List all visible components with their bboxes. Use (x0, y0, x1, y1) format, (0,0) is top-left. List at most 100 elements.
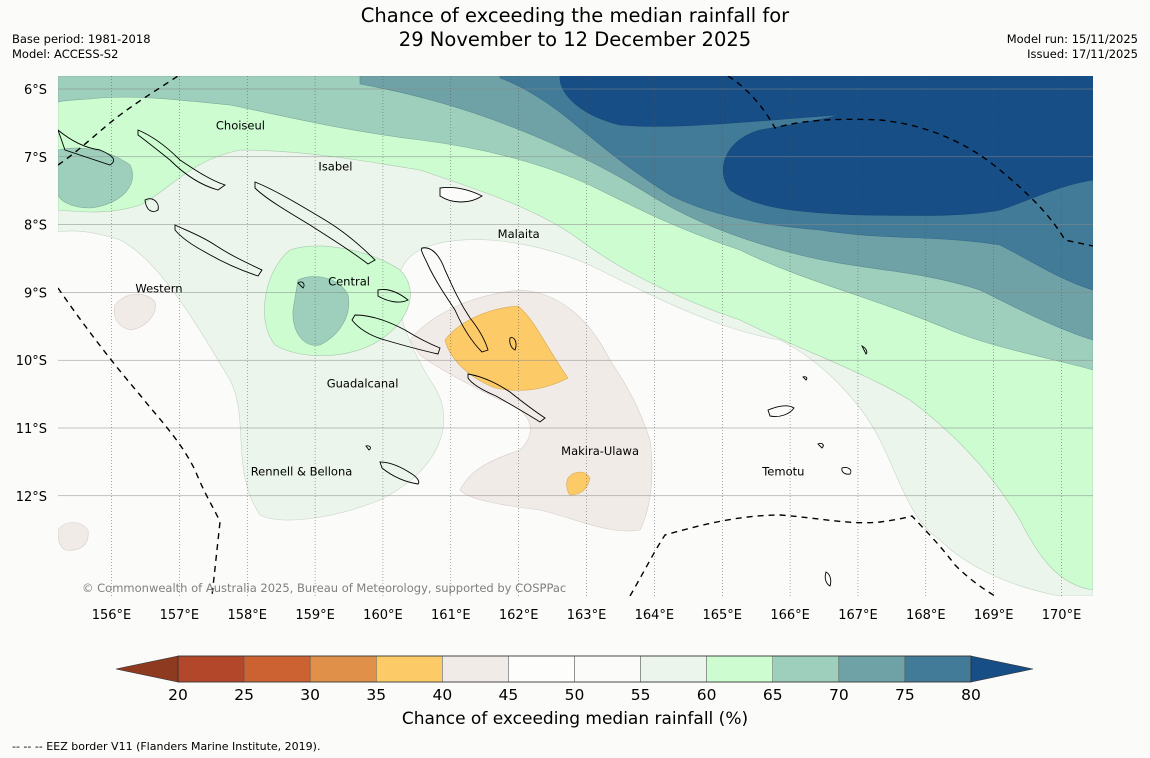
base-period: Base period: 1981-2018 (12, 32, 151, 46)
island-utupua (817, 442, 824, 449)
lon-label: 170°E (1042, 608, 1082, 623)
lon-label: 169°E (974, 608, 1014, 623)
contour-45-50-south (58, 522, 89, 551)
island-small-1 (860, 344, 868, 355)
meta-right: Model run: 15/11/2025 Issued: 17/11/2025 (1007, 32, 1138, 62)
colorbar-segment (706, 655, 774, 683)
contour-40-45-small (566, 471, 591, 496)
lon-label: 158°E (227, 608, 267, 623)
lon-label: 157°E (160, 608, 200, 623)
lon-label: 162°E (499, 608, 539, 623)
colorbar-segment (376, 655, 443, 683)
island-vella-lavella (144, 198, 159, 212)
lat-label: 8°S (24, 219, 47, 234)
eez-west (58, 287, 221, 596)
colorbar-over-arrow (970, 655, 1034, 683)
colorbar-frame (177, 655, 972, 683)
colorbar-tick-label: 40 (432, 686, 452, 704)
island-florida (377, 289, 409, 303)
colorbar-tick-label: 60 (697, 686, 717, 704)
copyright-notice: © Commonwealth of Australia 2025, Bureau… (82, 581, 566, 595)
eez-border (58, 76, 1093, 596)
map-plot-area: Choiseul Isabel Malaita Central Western Guada… (58, 76, 1093, 596)
colorbar-tick-label: 45 (499, 686, 519, 704)
eez-legend-footer: -- -- -- EEZ border V11 (Flanders Marine… (12, 740, 321, 753)
lat-label: 10°S (16, 354, 47, 369)
eez-south (629, 514, 996, 596)
model-name: Model: ACCESS-S2 (12, 47, 119, 61)
colorbar-segment (904, 655, 972, 683)
province-label: Temotu (761, 464, 804, 478)
lon-label: 163°E (567, 608, 607, 623)
meta-left: Base period: 1981-2018 Model: ACCESS-S2 (12, 32, 151, 62)
province-label: Rennell & Bellona (251, 464, 353, 478)
contour-65-70-west (58, 147, 133, 209)
colorbar-segment (177, 655, 245, 683)
contour-40-45 (444, 305, 569, 391)
province-label: Isabel (318, 159, 352, 173)
grid-lines (58, 76, 1093, 596)
colorbar-tick-label: 80 (961, 686, 981, 704)
colorbar-segment (838, 655, 906, 683)
colorbar-segment (243, 655, 311, 683)
island-isabel (254, 181, 376, 265)
colorbar-segment (309, 655, 377, 683)
island-vanikoro (841, 467, 852, 475)
island-duff (802, 376, 808, 381)
province-label: Western (135, 281, 182, 295)
colorbar-tick-label: 55 (631, 686, 651, 704)
lat-label: 7°S (24, 151, 47, 166)
title-line-2: 29 November to 12 December 2025 (398, 28, 752, 51)
province-label: Guadalcanal (327, 376, 399, 390)
island-new-georgia (174, 224, 263, 277)
lat-label: 11°S (16, 422, 47, 437)
colorbar-tick-label: 35 (366, 686, 386, 704)
eez-north-east (727, 76, 1093, 247)
colorbar-tick-label: 30 (300, 686, 320, 704)
island-ontong-java (439, 187, 483, 203)
island-guadalcanal (351, 314, 441, 355)
province-label: Malaita (498, 227, 540, 241)
island-malaita (421, 247, 489, 353)
lat-label: 9°S (24, 286, 47, 301)
lon-label: 159°E (295, 608, 335, 623)
islands (58, 129, 868, 587)
province-label: Makira-Ulawa (561, 444, 639, 458)
island-bellona (365, 445, 371, 451)
lat-labels: 6°S 7°S 8°S 9°S 10°S 11°S 12°S (16, 83, 47, 505)
lon-labels: 156°E 157°E 158°E 159°E 160°E 161°E 162°E 163°E… (92, 608, 1082, 623)
island-rennell (379, 461, 420, 485)
island-russell (297, 281, 305, 289)
colorbar-tick-label: 20 (168, 686, 188, 704)
lon-label: 168°E (906, 608, 946, 623)
colorbar-tick-label: 70 (829, 686, 849, 704)
eez-north-west (58, 76, 179, 166)
issued-date: Issued: 17/11/2025 (1027, 47, 1138, 61)
colorbar-segment (772, 655, 840, 683)
colorbar-tick-label: 25 (234, 686, 254, 704)
province-labels: Choiseul Isabel Malaita Central Western Guada… (135, 119, 804, 479)
province-label: Choiseul (216, 119, 265, 133)
lon-label: 167°E (838, 608, 878, 623)
colorbar: 20 25 30 35 40 45 50 55 60 65 70 75 80 (115, 655, 1034, 704)
colorbar-segment (508, 655, 575, 683)
model-run: Model run: 15/11/2025 (1006, 32, 1138, 46)
title-line-1: Chance of exceeding the median rainfall … (360, 4, 790, 27)
island-makira (467, 373, 546, 423)
lat-label: 12°S (16, 490, 47, 505)
colorbar-tick-label: 50 (565, 686, 585, 704)
colorbar-segment (640, 655, 707, 683)
lon-label: 166°E (770, 608, 810, 623)
lon-label: 161°E (431, 608, 471, 623)
island-small-malaita (509, 337, 517, 351)
island-tikopia (824, 571, 832, 587)
island-choiseul (137, 129, 226, 191)
colorbar-under-arrow (115, 655, 179, 683)
lon-label: 156°E (92, 608, 132, 623)
contour-45-50-west (113, 293, 156, 331)
colorbar-tick-label: 75 (895, 686, 915, 704)
colorbar-label: Chance of exceeding median rainfall (%) (401, 709, 749, 729)
island-bougainville-tip (58, 129, 114, 166)
colorbar-tick-label: 65 (763, 686, 783, 704)
